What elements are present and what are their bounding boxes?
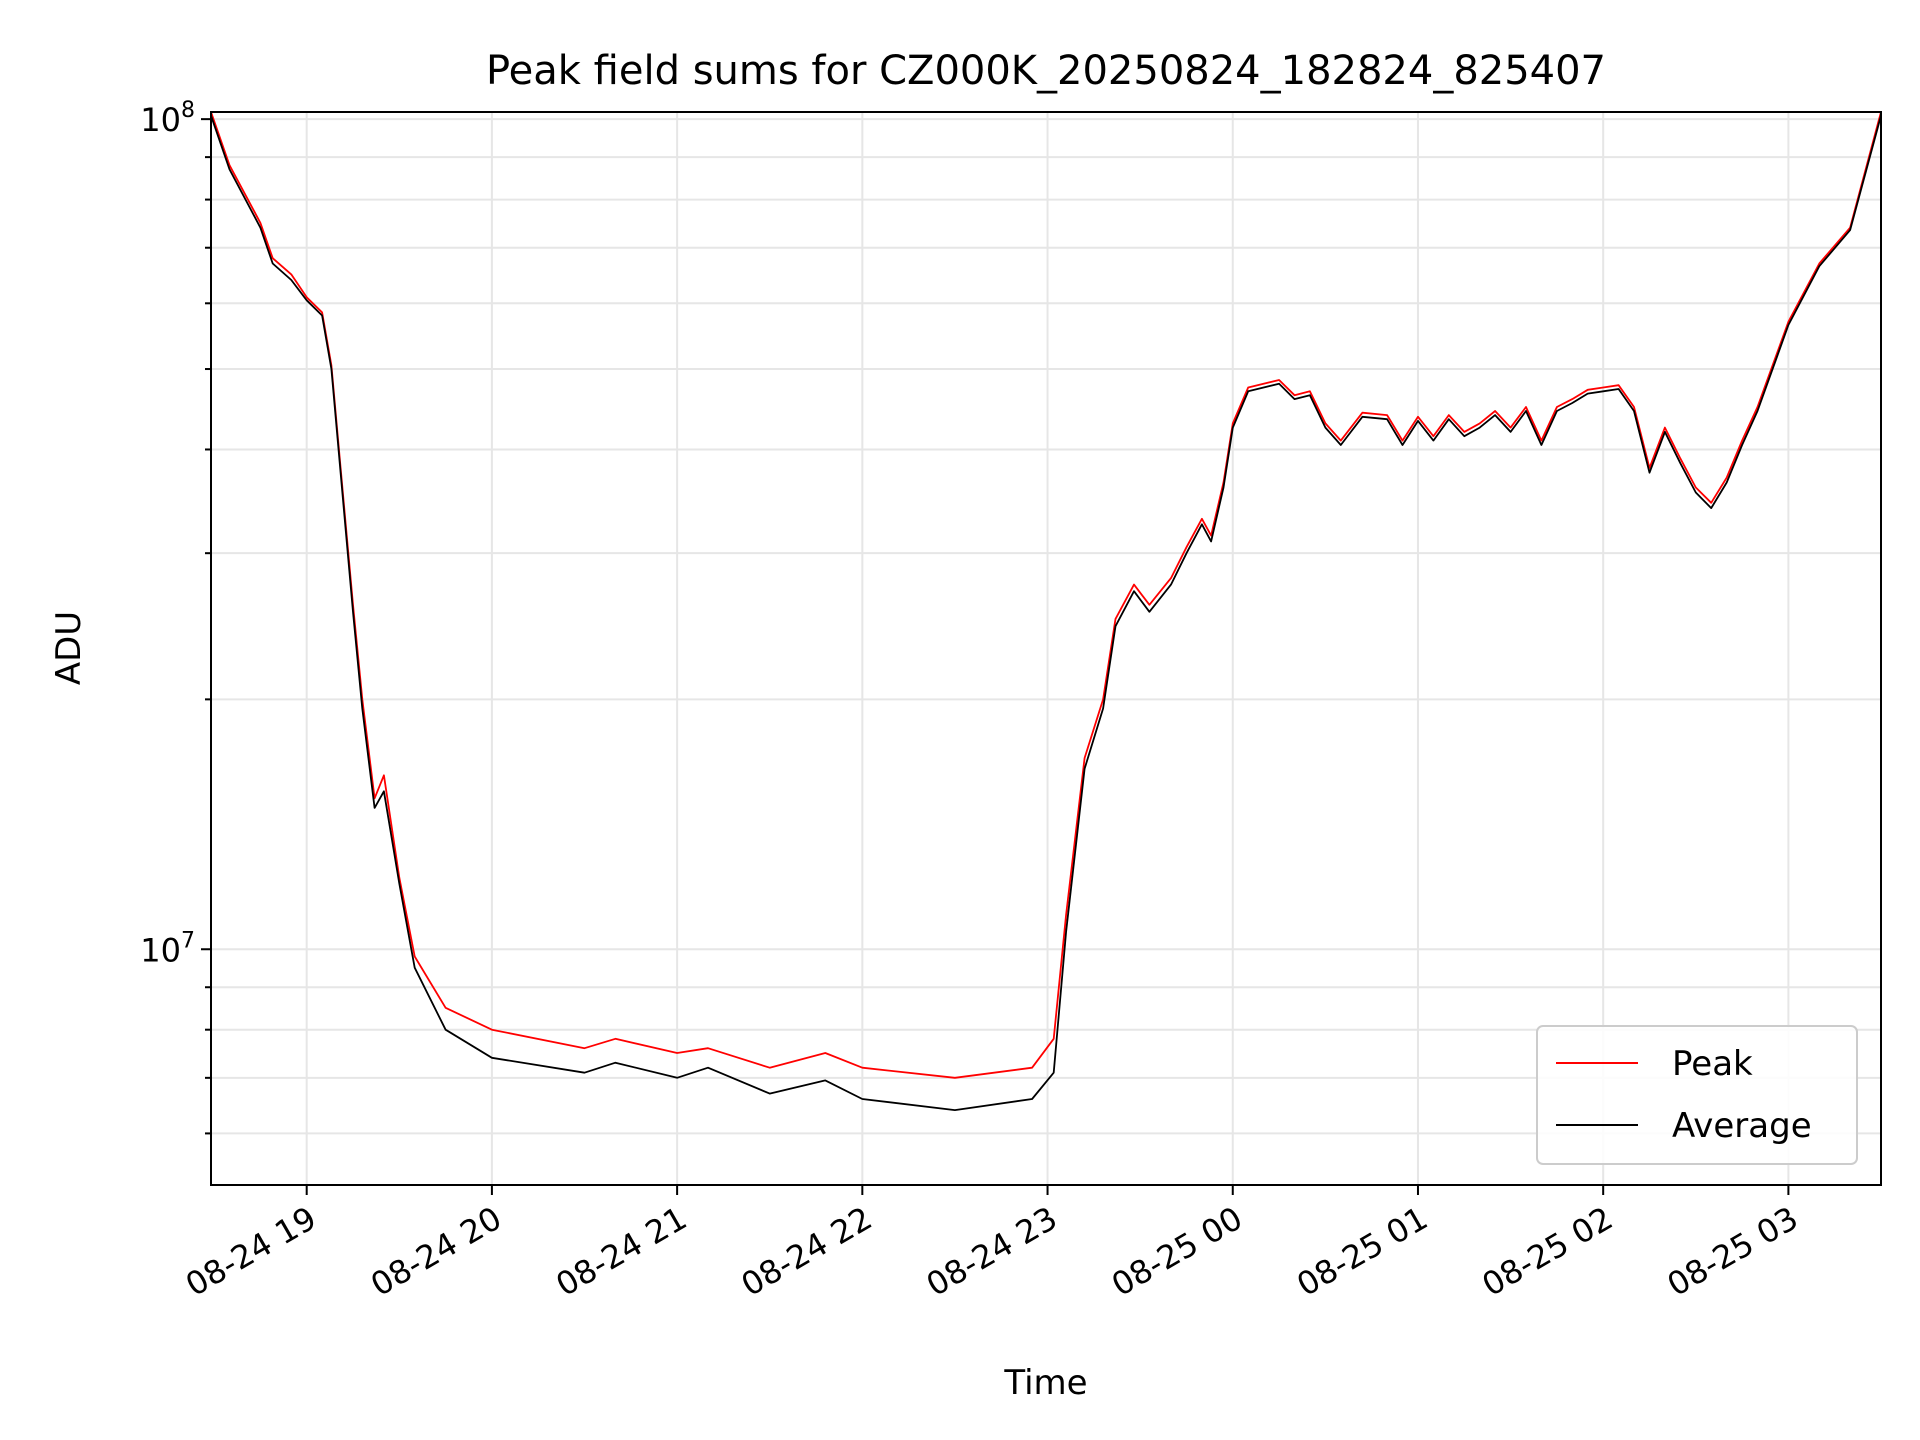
- series-lines: [211, 112, 1881, 1111]
- y-axis-label: ADU: [49, 611, 89, 685]
- series-line-average: [211, 115, 1881, 1111]
- legend-box: [1536, 1025, 1858, 1165]
- plot-frame: [210, 111, 1882, 1186]
- x-axis-label: Time: [1003, 1363, 1087, 1403]
- legend-label-average: Average: [1672, 1106, 1812, 1146]
- legend-label-peak: Peak: [1672, 1044, 1753, 1084]
- legend: Peak Average: [1536, 1025, 1858, 1165]
- grid: [211, 112, 1881, 1185]
- chart-title: Peak field sums for CZ000K_20250824_1828…: [486, 48, 1606, 94]
